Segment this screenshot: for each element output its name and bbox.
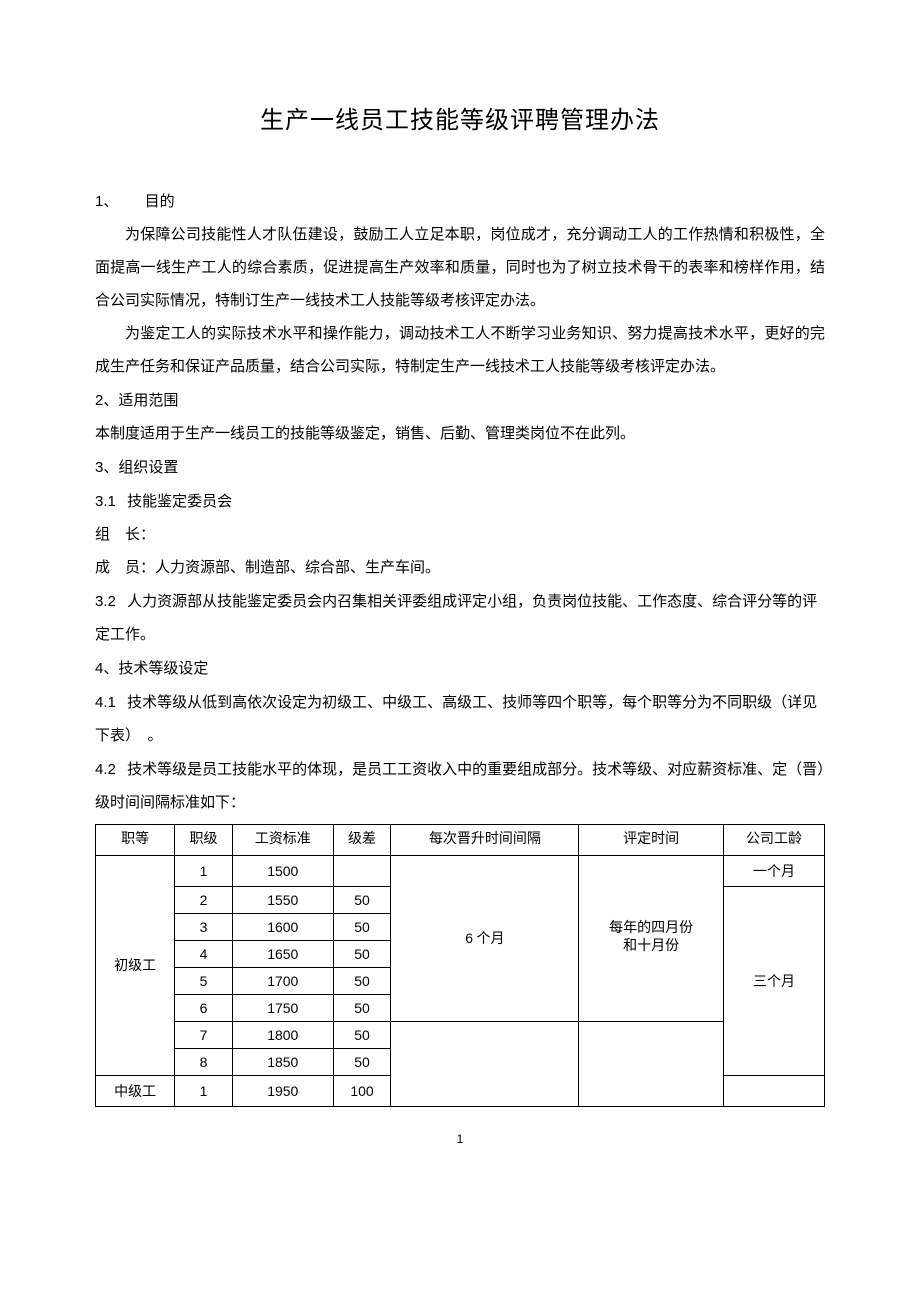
s1-num: 1、 (95, 193, 118, 210)
th-grade: 职等 (96, 825, 175, 856)
th-level: 职级 (175, 825, 233, 856)
s31-label: 技能鉴定委员会 (127, 494, 232, 510)
th-evaltime: 评定时间 (579, 825, 724, 856)
cell-wage: 1600 (232, 913, 333, 940)
cell-diff: 50 (333, 1048, 391, 1075)
s2-label: 、适用范围 (103, 393, 178, 409)
th-diff: 级差 (333, 825, 391, 856)
cell-diff: 100 (333, 1075, 391, 1106)
s41-label: 技术等级从低到高依次设定为初级工、中级工、高级工、技师等四个职等，每个职等分为不… (95, 695, 817, 744)
section-4-head: 4、技术等级设定 (95, 652, 825, 686)
cell-wage: 1500 (232, 855, 333, 886)
cell-wage: 1850 (232, 1048, 333, 1075)
cell-wage: 1800 (232, 1021, 333, 1048)
s32-label: 人力资源部从技能鉴定委员会内召集相关评委组成评定小组，负责岗位技能、工作态度、综… (95, 594, 817, 643)
cell-diff: 50 (333, 886, 391, 913)
s41-num: 4.1 (95, 694, 116, 711)
cell-level: 5 (175, 967, 233, 994)
cell-diff (333, 855, 391, 886)
th-wage: 工资标准 (232, 825, 333, 856)
page-number: 1 (95, 1132, 825, 1146)
cell-level: 1 (175, 1075, 233, 1106)
s2-para: 本制度适用于生产一线员工的技能等级鉴定，销售、后勤、管理类岗位不在此列。 (95, 418, 825, 451)
cell-age-empty (723, 1075, 824, 1106)
cell-interval: 6 个月 (391, 855, 579, 1021)
table-row: 初级工 1 1500 6 个月 每年的四月份和十月份 一个月 (96, 855, 825, 886)
cell-evaltime-empty (579, 1021, 724, 1106)
section-41: 4.1 技术等级从低到高依次设定为初级工、中级工、高级工、技师等四个职等，每个职… (95, 686, 825, 753)
section-42: 4.2 技术等级是员工技能水平的体现，是员工工资收入中的重要组成部分。技术等级、… (95, 753, 825, 820)
cell-wage: 1700 (232, 967, 333, 994)
th-interval-text: 每次晋升时间间隔 (429, 832, 541, 847)
cell-grade-mid: 中级工 (96, 1075, 175, 1106)
cell-wage: 1950 (232, 1075, 333, 1106)
grade-table: 职等 职级 工资标准 级差 每次晋升时间间隔 评定时间 公司工龄 初级工 1 1… (95, 824, 825, 1107)
section-32: 3.2 人力资源部从技能鉴定委员会内召集相关评委组成评定小组，负责岗位技能、工作… (95, 585, 825, 652)
cell-wage: 1650 (232, 940, 333, 967)
cell-interval-empty (391, 1021, 579, 1106)
section-31-head: 3.1 技能鉴定委员会 (95, 485, 825, 519)
s32-num: 3.2 (95, 593, 116, 610)
cell-level: 8 (175, 1048, 233, 1075)
cell-level: 3 (175, 913, 233, 940)
cell-evaltime: 每年的四月份和十月份 (579, 855, 724, 1021)
cell-age1: 一个月 (723, 855, 824, 886)
s31-leader: 组 长： (95, 519, 825, 552)
section-3-head: 3、组织设置 (95, 451, 825, 485)
s1-para1: 为保障公司技能性人才队伍建设，鼓励工人立足本职，岗位成才，充分调动工人的工作热情… (95, 219, 825, 318)
cell-diff: 50 (333, 940, 391, 967)
th-interval: 每次晋升时间间隔 (391, 825, 579, 856)
cell-level: 1 (175, 855, 233, 886)
cell-diff: 50 (333, 913, 391, 940)
s1-label: 目的 (145, 194, 175, 210)
doc-title: 生产一线员工技能等级评聘管理办法 (95, 100, 825, 135)
section-2-head: 2、适用范围 (95, 384, 825, 418)
th-age: 公司工龄 (723, 825, 824, 856)
cell-diff: 50 (333, 1021, 391, 1048)
table-header-row: 职等 职级 工资标准 级差 每次晋升时间间隔 评定时间 公司工龄 (96, 825, 825, 856)
s31-members: 成 员：人力资源部、制造部、综合部、生产车间。 (95, 552, 825, 585)
cell-level: 7 (175, 1021, 233, 1048)
cell-level: 6 (175, 994, 233, 1021)
s42-label: 技术等级是员工技能水平的体现，是员工工资收入中的重要组成部分。技术等级、对应薪资… (95, 762, 825, 811)
s1-para2: 为鉴定工人的实际技术水平和操作能力，调动技术工人不断学习业务知识、努力提高技术水… (95, 318, 825, 384)
cell-wage: 1750 (232, 994, 333, 1021)
table-row: 7 1800 50 (96, 1021, 825, 1048)
s42-num: 4.2 (95, 761, 116, 778)
s3-label: 、组织设置 (103, 460, 178, 476)
cell-diff: 50 (333, 967, 391, 994)
cell-age2: 三个月 (723, 886, 824, 1075)
cell-diff: 50 (333, 994, 391, 1021)
cell-level: 2 (175, 886, 233, 913)
s4-label: 、技术等级设定 (103, 661, 208, 677)
cell-level: 4 (175, 940, 233, 967)
cell-wage: 1550 (232, 886, 333, 913)
section-1-head: 1、 目的 (95, 185, 825, 219)
cell-grade-junior: 初级工 (96, 855, 175, 1075)
interval-num: 6 (465, 930, 473, 946)
s31-num: 3.1 (95, 493, 116, 510)
